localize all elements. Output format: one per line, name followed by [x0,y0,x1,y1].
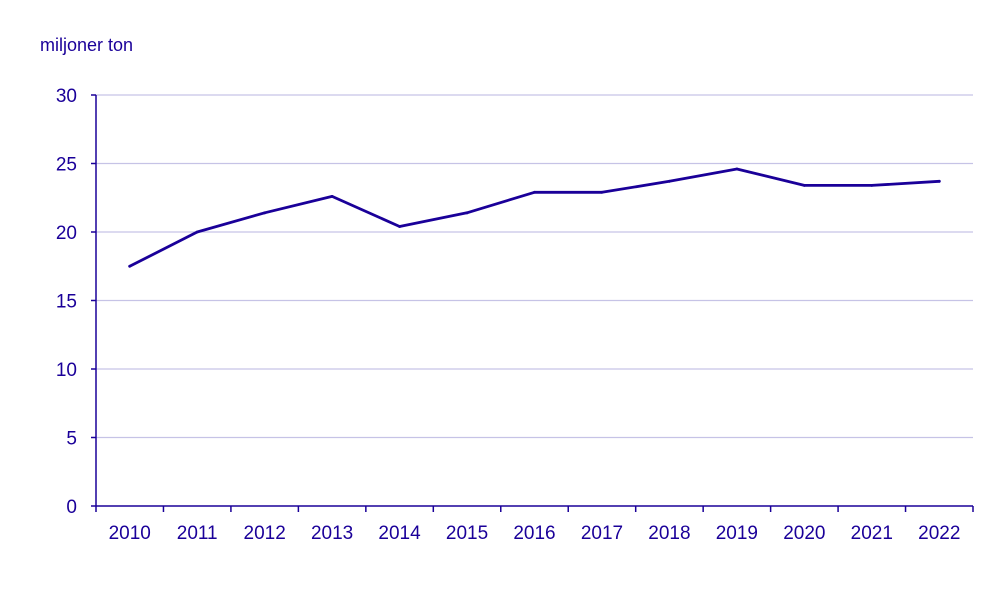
data-point [870,184,874,187]
data-point [668,179,671,183]
x-tick-label: 2015 [446,523,488,544]
x-tick-label: 2022 [918,523,960,544]
y-tick-label: 25 [56,155,77,176]
series-line-0 [128,167,941,268]
y-axis-unit-label: miljoner ton [40,35,133,55]
x-tick-label: 2020 [783,523,825,544]
y-tick-label: 0 [66,497,77,518]
data-point [330,194,334,198]
x-tick-label: 2010 [109,523,151,544]
data-point [263,211,267,215]
y-tick-label: 15 [56,292,77,313]
y-tick-label: 10 [56,360,77,381]
series-layer [128,167,941,268]
data-point [600,190,604,194]
data-point [195,230,199,234]
x-tick-label: 2019 [716,523,758,544]
x-tick-label: 2017 [581,523,623,544]
y-tick-labels: 0 5 10 15 20 25 30 [56,86,77,518]
x-tick-label: 2016 [513,523,555,544]
x-tick-label: 2012 [244,523,286,544]
gridlines [96,94,973,439]
data-point [398,225,401,228]
data-point [735,167,739,171]
x-tick-label: 2021 [851,523,893,544]
data-point [128,264,132,268]
x-tick-labels: 2010 2011 2012 2013 2014 2015 2016 2017 2018 2019… [109,523,961,544]
data-point [465,211,469,215]
y-tick-label: 5 [66,429,77,450]
x-tick-label: 2013 [311,523,353,544]
x-tick-label: 2014 [378,523,421,544]
y-tick-label: 30 [56,86,77,107]
axes [91,94,974,512]
x-tick-label: 2011 [177,523,218,544]
y-tick-label: 20 [56,223,77,244]
x-tick-label: 2018 [648,523,690,544]
data-point [802,184,806,187]
data-point [937,179,941,183]
data-point [533,190,536,194]
